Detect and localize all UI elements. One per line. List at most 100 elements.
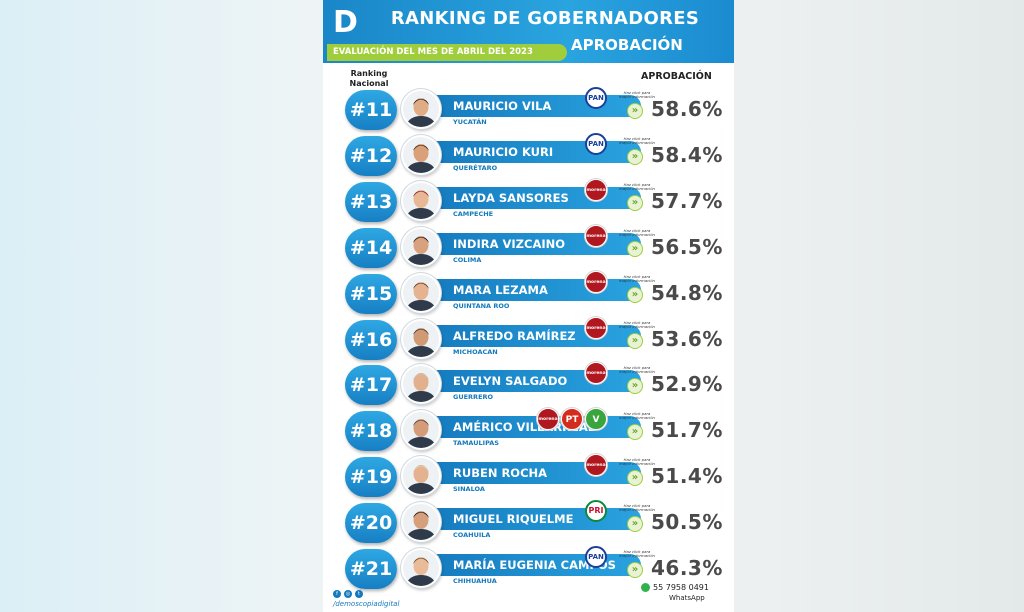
more-info-arrow-icon[interactable]: » — [627, 286, 643, 303]
more-info-arrow-icon[interactable]: » — [627, 378, 643, 395]
facebook-icon[interactable]: f — [333, 590, 341, 598]
person-icon — [403, 274, 439, 311]
ranking-row[interactable]: #16 ALFREDO RAMÍREZ MICHOACAN morena Haz cli… — [323, 316, 734, 363]
state-name: MICHOACAN — [453, 347, 498, 356]
whatsapp-label: WhatsApp — [669, 594, 705, 602]
governor-avatar — [401, 226, 441, 267]
governor-avatar — [401, 180, 441, 221]
ranking-row[interactable]: #17 EVELYN SALGADO GUERRERO morena Haz click… — [323, 362, 734, 408]
governor-name: MARÍA EUGENIA CAMPOS — [453, 558, 616, 572]
more-info-arrow-icon[interactable]: » — [627, 194, 643, 211]
governor-name: MAURICIO VILA — [453, 99, 552, 113]
instagram-icon[interactable]: ◎ — [344, 590, 352, 598]
twitter-icon[interactable]: t — [355, 590, 363, 598]
approval-percentage: 51.7% — [651, 418, 723, 443]
person-icon — [403, 366, 439, 403]
ranking-row[interactable]: #14 INDIRA VIZCAINO COLIMA morena Haz click … — [323, 224, 734, 271]
more-info-arrow-icon[interactable]: » — [627, 470, 643, 487]
governor-avatar — [401, 89, 441, 129]
governor-avatar — [401, 548, 441, 588]
governor-name: RUBEN ROCHA — [453, 466, 548, 481]
rank-badge: #11 — [345, 90, 397, 130]
ranking-row[interactable]: #15 MARA LEZAMA QUINTANA ROO morena Haz clic… — [323, 270, 734, 317]
governor-name: AMÉRICO VILLARREAL — [453, 420, 596, 435]
ranking-row[interactable]: #11 MAURICIO VILA YUCATÁN PAN Haz click para… — [323, 87, 734, 133]
state-name: YUCATÁN — [453, 118, 487, 126]
person-icon — [403, 228, 439, 265]
click-hint: Haz click para mayor información — [619, 181, 655, 191]
more-info-arrow-icon[interactable]: » — [627, 240, 643, 257]
click-hint: Haz click para mayor información — [619, 549, 655, 558]
party-logo-icon: V — [585, 408, 607, 431]
page-title: RANKING DE GOBERNADORES — [390, 8, 700, 29]
rank-badge: #20 — [345, 503, 397, 544]
party-logo-icon: morena — [537, 408, 559, 431]
more-info-arrow-icon[interactable]: » — [627, 516, 643, 533]
governor-name: ALFREDO RAMÍREZ — [453, 328, 576, 343]
more-info-arrow-icon[interactable]: » — [627, 148, 643, 165]
governor-avatar — [401, 410, 441, 451]
social-icons[interactable]: f ◎ t — [333, 590, 363, 598]
more-info-arrow-icon[interactable]: » — [627, 562, 643, 578]
click-hint: Haz click para mayor información — [619, 90, 655, 99]
party-logo-icon: PAN — [585, 546, 607, 568]
governor-avatar — [401, 134, 441, 175]
ranking-row[interactable]: #13 LAYDA SANSORES CAMPECHE morena Haz click… — [323, 178, 734, 225]
governor-avatar — [401, 456, 441, 497]
person-icon — [403, 91, 439, 127]
rank-badge: #19 — [345, 457, 397, 498]
party-logo-icon: morena — [585, 316, 607, 339]
governor-name: INDIRA VIZCAINO — [453, 236, 566, 251]
state-name: QUERÉTARO — [453, 163, 498, 172]
approval-percentage: 50.5% — [651, 510, 723, 535]
state-name: CHIHUAHUA — [453, 577, 497, 585]
click-hint: Haz click para mayor información — [619, 227, 655, 237]
evaluation-period: EVALUACIÓN DEL MES DE ABRIL DEL 2023 — [327, 44, 567, 61]
header-banner: D RANKING DE GOBERNADORES EVALUACIÓN DEL… — [323, 0, 734, 63]
person-icon — [403, 182, 439, 219]
social-handle[interactable]: /demoscopiadigital — [333, 600, 400, 608]
rank-column-header: Ranking Nacional — [339, 69, 399, 89]
aprobacion-heading: APROBACIÓN — [571, 36, 683, 54]
party-logo-icon: morena — [585, 224, 607, 247]
state-name: SINALOA — [453, 485, 485, 494]
more-info-arrow-icon[interactable]: » — [627, 332, 643, 349]
governor-name: MIGUEL RIQUELME — [453, 512, 574, 527]
party-logo-icon: morena — [585, 454, 607, 477]
party-logo-icon: PT — [561, 408, 583, 431]
whatsapp-icon[interactable] — [641, 583, 650, 592]
state-name: COAHUILA — [453, 531, 491, 540]
more-info-arrow-icon[interactable]: » — [627, 424, 643, 441]
governor-avatar — [401, 502, 441, 543]
whatsapp-phone[interactable]: 55 7958 0491 — [653, 583, 709, 592]
ranking-row[interactable]: #20 MIGUEL RIQUELME COAHUILA PRI Haz click p… — [323, 500, 734, 546]
approval-percentage: 58.6% — [651, 97, 723, 121]
person-icon — [403, 550, 439, 586]
person-icon — [403, 504, 439, 541]
rank-badge: #21 — [345, 549, 397, 589]
approval-percentage: 52.9% — [651, 372, 723, 397]
rank-badge: #15 — [345, 273, 397, 314]
rank-badge: #12 — [345, 135, 397, 176]
governor-name: EVELYN SALGADO — [453, 374, 568, 389]
rank-column-line1: Ranking — [350, 69, 388, 78]
governor-avatar — [401, 364, 441, 405]
rank-badge: #17 — [345, 365, 397, 406]
click-hint: Haz click para mayor información — [619, 135, 655, 145]
person-icon — [403, 320, 439, 357]
rank-badge: #18 — [345, 411, 397, 452]
ranking-row[interactable]: #19 RUBEN ROCHA SINALOA morena Haz click par… — [323, 454, 734, 500]
state-name: QUINTANA ROO — [453, 301, 510, 310]
more-info-arrow-icon[interactable]: » — [627, 103, 643, 119]
approval-percentage: 51.4% — [651, 464, 723, 489]
ranking-row[interactable]: #18 AMÉRICO VILLARREAL TAMAULIPAS morena PT V… — [323, 408, 734, 454]
party-logo-icon: morena — [585, 178, 607, 201]
state-name: CAMPECHE — [453, 209, 494, 218]
click-hint: Haz click para mayor información — [619, 273, 655, 283]
governor-name: MARA LEZAMA — [453, 282, 548, 297]
ranking-row[interactable]: #21 MARÍA EUGENIA CAMPOS CHIHUAHUA PAN Haz c… — [323, 546, 734, 592]
ranking-row[interactable]: #12 MAURICIO KURI QUERÉTARO PAN Haz click pa… — [323, 132, 734, 179]
party-logo-icon: PAN — [585, 87, 607, 109]
approval-percentage: 46.3% — [651, 556, 723, 580]
state-name: COLIMA — [453, 255, 482, 264]
